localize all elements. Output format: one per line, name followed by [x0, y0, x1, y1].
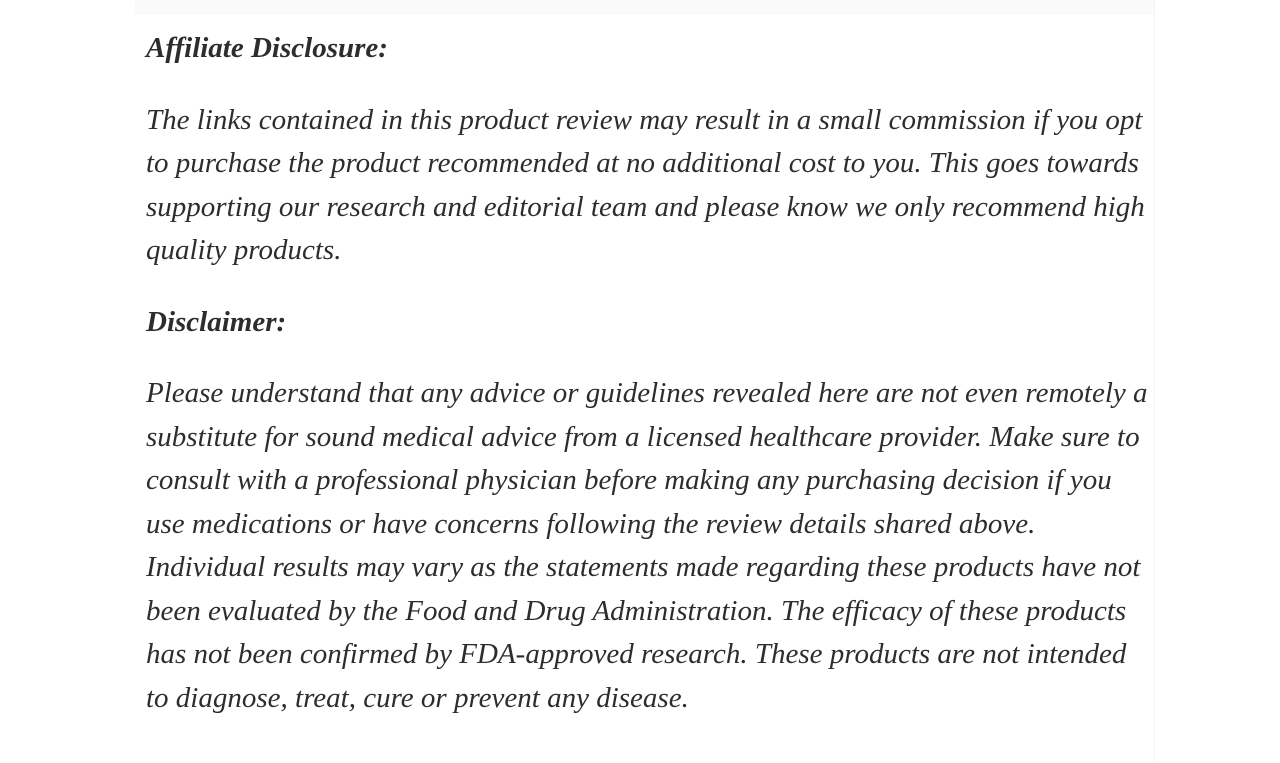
previous-block-edge	[135, 0, 1154, 14]
disclaimer-text: Please understand that any advice or gui…	[146, 377, 1148, 714]
disclaimer-section: Disclaimer: Please understand that any a…	[146, 301, 1152, 721]
disclaimer-heading: Disclaimer:	[146, 305, 287, 338]
affiliate-disclosure-heading: Affiliate Disclosure:	[146, 32, 388, 64]
article-content-column: Affiliate Disclosure: The links containe…	[135, 0, 1155, 763]
article-body: Affiliate Disclosure: The links containe…	[146, 13, 1152, 748]
affiliate-disclosure-section: Affiliate Disclosure: The links containe…	[146, 27, 1152, 273]
affiliate-disclosure-text: The links contained in this product revi…	[146, 103, 1145, 267]
